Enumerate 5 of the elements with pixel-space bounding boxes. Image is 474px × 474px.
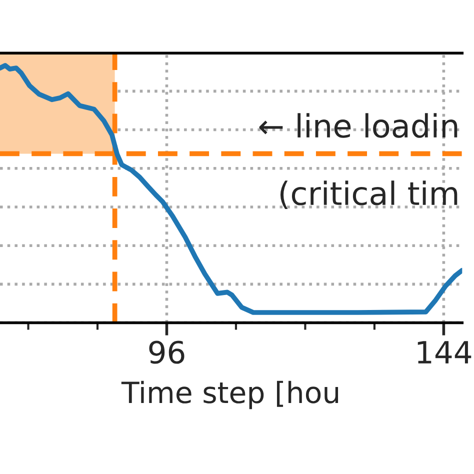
x-tick-label: 144 [418,341,472,364]
annotation: ← line loadin [259,113,458,138]
annotation: (critical tim [280,180,458,210]
x-axis-title: Time step [hou [121,380,338,410]
x-tick-label: 96 [149,340,184,364]
